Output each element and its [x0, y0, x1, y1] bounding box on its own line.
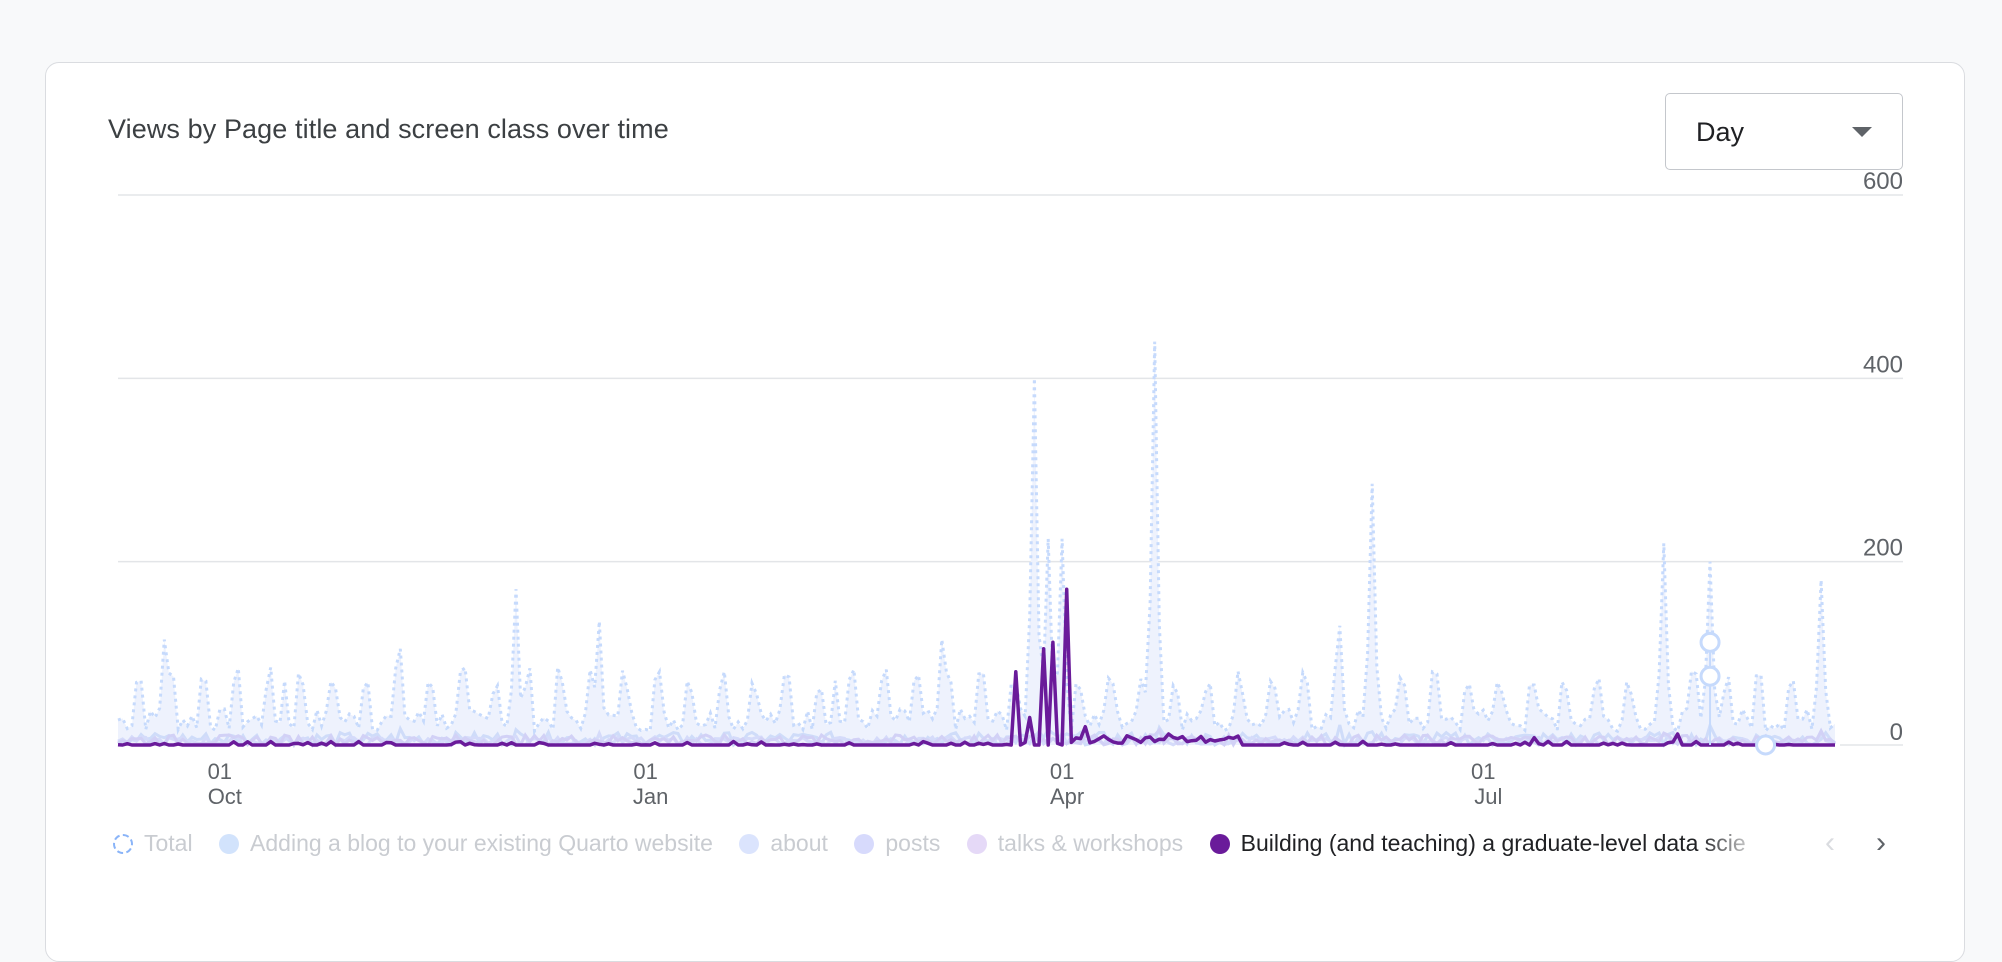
legend-dot-icon — [854, 833, 875, 854]
legend-item-label: Building (and teaching) a graduate-level… — [1240, 830, 1746, 856]
legend-dot-icon — [113, 833, 133, 854]
granularity-select[interactable]: Day — [1665, 93, 1903, 170]
x-tick-day: 01 — [1050, 759, 1074, 784]
total-area — [118, 341, 1835, 745]
legend-dot-icon — [1209, 833, 1230, 854]
legend-item-label: Total — [144, 830, 193, 856]
x-tick-day: 01 — [633, 759, 657, 784]
x-tick-month: Oct — [208, 784, 242, 809]
legend-item-label: talks & workshops — [997, 830, 1184, 856]
legend-item-talks-workshops[interactable]: talks & workshops — [966, 830, 1184, 857]
hover-marker — [1755, 734, 1777, 756]
legend-item-total[interactable]: Total — [113, 830, 193, 857]
granularity-select-value: Day — [1696, 117, 1745, 147]
chart-legend: Total Adding a blog to your existing Qua… — [113, 830, 1788, 866]
hover-marker — [1699, 631, 1721, 653]
legend-item-posts[interactable]: posts — [854, 830, 940, 857]
legend-fade-overlay — [1700, 826, 1790, 870]
hover-marker — [1699, 665, 1721, 687]
legend-dot-icon — [219, 833, 240, 854]
x-tick-month: Jan — [633, 784, 668, 809]
legend-item-label: posts — [885, 830, 941, 856]
y-tick-label: 400 — [1863, 351, 1903, 378]
legend-item-label: about — [770, 830, 828, 856]
chart-title: Views by Page title and screen class ove… — [108, 114, 669, 144]
legend-item-label: Adding a blog to your existing Quarto we… — [250, 830, 713, 856]
y-tick-label: 0 — [1890, 719, 1903, 746]
legend-dot-icon — [739, 833, 760, 854]
x-tick-day: 01 — [208, 759, 232, 784]
x-tick-day: 01 — [1471, 759, 1495, 784]
chart-card — [45, 62, 1965, 962]
x-tick-month: Apr — [1050, 784, 1084, 809]
legend-dot-icon — [966, 833, 987, 854]
x-tick-month: Jul — [1474, 784, 1502, 809]
series-line-total — [117, 341, 1837, 737]
chevron-right-icon[interactable]: › — [1876, 826, 1886, 859]
legend-item-adding-blog[interactable]: Adding a blog to your existing Quarto we… — [219, 830, 713, 857]
series-line-building-teaching — [117, 587, 1835, 747]
legend-item-about[interactable]: about — [739, 830, 828, 857]
caret-down-icon — [1852, 127, 1872, 137]
y-tick-label: 200 — [1863, 535, 1903, 562]
y-tick-label: 600 — [1863, 168, 1903, 195]
chevron-left-icon[interactable]: ‹ — [1825, 826, 1835, 859]
legend-item-building-teaching[interactable]: Building (and teaching) a graduate-level… — [1209, 830, 1746, 857]
